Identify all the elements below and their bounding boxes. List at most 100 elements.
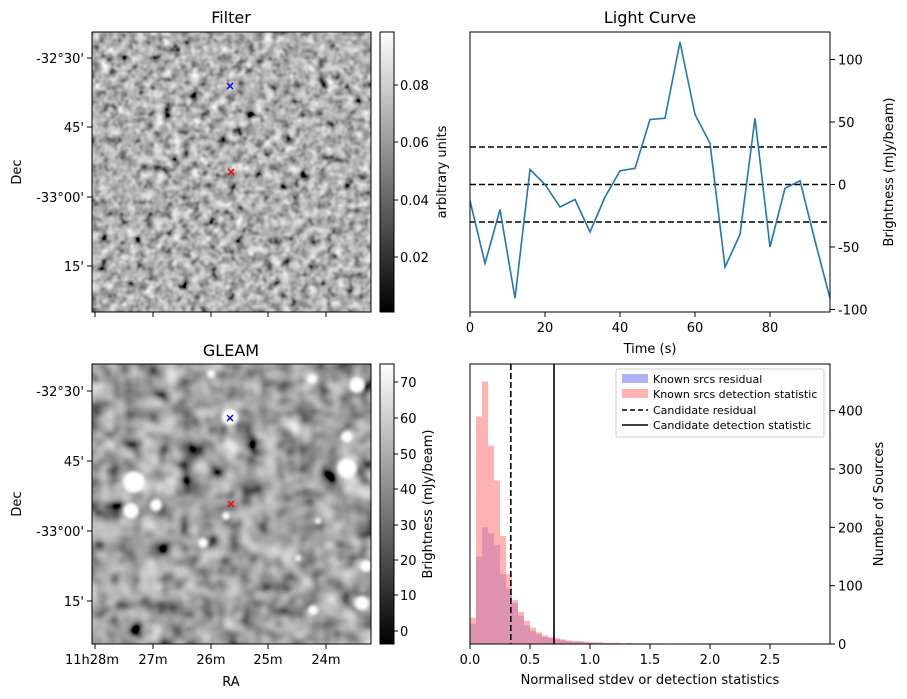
histogram-bar-known-detection: [614, 642, 620, 644]
lightcurve-hlines: [470, 146, 830, 223]
lightcurve-ytick-label: 0: [838, 179, 846, 194]
gleam-xtick: 24m: [311, 653, 340, 668]
histogram-bar-known-detection: [626, 642, 632, 644]
gleam-panel: GLEAM Dec -32°30' 45' -33°00' 15' 11h28m…: [10, 341, 436, 690]
lightcurve-xticks: 0 20 40 60 80: [466, 312, 778, 336]
gleam-colorbar: [379, 363, 395, 645]
histogram-bar-known-detection: [548, 637, 554, 644]
filter-ytick: 45': [64, 121, 84, 136]
filter-ytick: 15': [64, 260, 84, 275]
histogram-bar-known-detection: [524, 620, 530, 644]
lightcurve-yticks: -100 -50 0 50 100: [830, 54, 868, 319]
gleam-cbar-tick: 40: [400, 483, 417, 498]
histogram-panel: 0.0 0.5 1.0 1.5 2.0 2.5 0 100 200 300 400 Normali…: [460, 363, 887, 688]
histogram-ytick-label: 0: [838, 638, 846, 653]
filter-title: Filter: [211, 8, 251, 27]
histogram-bar-known-detection: [554, 638, 560, 644]
legend-swatch-known-detection: [622, 389, 648, 398]
legend-label-known-detection: Known srcs detection statistic: [653, 388, 817, 401]
histogram-bar-known-detection: [542, 635, 548, 644]
histogram-xtick-label: 1.5: [640, 653, 661, 668]
histogram-ytick-label: 100: [838, 580, 863, 595]
gleam-ytick: -33°00': [36, 525, 84, 540]
gleam-cbar-tick: 60: [400, 412, 417, 427]
histogram-bar-known-detection: [560, 639, 566, 644]
filter-cbar-tick: 0.08: [400, 79, 429, 94]
gleam-colorbar-label: Brightness (mJy/beam): [421, 430, 436, 579]
gleam-xtick: 25m: [253, 653, 282, 668]
lightcurve-ylabel: Brightness (mJy/beam): [882, 98, 897, 247]
gleam-xtick: 27m: [138, 653, 167, 668]
gleam-yticks: -32°30' 45' -33°00' 15': [36, 385, 92, 610]
filter-cbar-tick: 0.06: [400, 136, 429, 151]
filter-colorbar-label: arbitrary units: [435, 125, 450, 218]
gleam-ytick: 45': [64, 455, 84, 470]
histogram-bar-known-detection: [488, 445, 494, 644]
gleam-red-cross: [227, 500, 235, 508]
lightcurve-panel: Light Curve 0 20 40 60 80 -100 -50 0 50 100 Time…: [466, 8, 897, 357]
histogram-legend: Known srcs residual Known srcs detection…: [615, 368, 825, 438]
gleam-ylabel: Dec: [10, 491, 25, 516]
gleam-colorbar-ticks: 0 10 20 30 40 50 60 70: [394, 376, 417, 640]
histogram-bar-known-detection: [476, 416, 482, 644]
histogram-xlabel: Normalised stdev or detection statistics: [521, 673, 780, 688]
histogram-xtick-label: 0.0: [460, 653, 481, 668]
lightcurve-xtick-label: 60: [687, 321, 704, 336]
histogram-bar-known-detection: [518, 611, 524, 644]
lightcurve-frame: [469, 31, 831, 313]
lightcurve-ytick-label: 100: [838, 54, 863, 69]
gleam-cbar-tick: 30: [400, 519, 417, 534]
legend-label-candidate-residual: Candidate residual: [653, 404, 756, 417]
histogram-xtick-label: 2.0: [700, 653, 721, 668]
legend-label-candidate-detection: Candidate detection statistic: [653, 419, 811, 432]
lightcurve-ytick-label: -50: [838, 241, 859, 256]
gleam-cbar-tick: 70: [400, 376, 417, 391]
filter-cbar-tick: 0.02: [400, 251, 429, 266]
gleam-frame: [91, 363, 372, 645]
histogram-bar-known-detection: [470, 617, 476, 644]
filter-blue-cross: [226, 82, 234, 90]
histogram-bar-known-detection: [590, 642, 596, 644]
histogram-vlines: [509, 364, 555, 644]
filter-colorbar: [379, 31, 395, 313]
histogram-bar-known-detection: [530, 627, 536, 644]
histogram-ytick-label: 300: [838, 463, 863, 478]
filter-panel: Filter Dec -32°30' 45' -33°00' 15' 0.02 …: [10, 8, 450, 317]
gleam-cbar-tick: 0: [400, 625, 408, 640]
gleam-ytick: -32°30': [36, 385, 84, 400]
histogram-bar-known-detection: [602, 642, 608, 644]
histogram-ylabel: Number of Sources: [872, 442, 887, 567]
lightcurve-xlabel: Time (s): [623, 342, 677, 357]
histogram-bar-known-detection: [500, 536, 506, 644]
gleam-cbar-tick: 20: [400, 554, 417, 569]
filter-cbar-tick: 0.04: [400, 194, 429, 209]
filter-red-cross: [227, 168, 235, 176]
legend-label-known-residual: Known srcs residual: [653, 373, 762, 386]
histogram-bar-known-detection: [572, 641, 578, 644]
histogram-bar-known-detection: [584, 641, 590, 644]
filter-colorbar-ticks: 0.02 0.04 0.06 0.08: [394, 79, 429, 266]
histogram-bar-known-detection: [482, 381, 488, 644]
lightcurve-ytick-label: -100: [838, 304, 868, 319]
gleam-xtick: 11h28m: [65, 653, 119, 668]
gleam-xlabel: RA: [222, 675, 240, 690]
gleam-sources: [123, 370, 372, 615]
filter-xticks: [94, 312, 327, 317]
filter-ytick: -32°30': [36, 52, 84, 67]
filter-frame: [91, 31, 372, 313]
lightcurve-xtick-label: 80: [762, 321, 779, 336]
filter-yticks: -32°30' 45' -33°00' 15': [36, 52, 92, 275]
histogram-ytick-label: 400: [838, 405, 863, 420]
histogram-bar-known-detection: [494, 480, 500, 644]
filter-ytick: -33°00': [36, 191, 84, 206]
lightcurve-xtick-label: 0: [466, 321, 474, 336]
gleam-ytick: 15': [64, 595, 84, 610]
gleam-cbar-tick: 10: [400, 589, 417, 604]
histogram-bar-known-detection: [536, 632, 542, 644]
filter-ylabel: Dec: [10, 159, 25, 184]
histogram-bar-known-detection: [512, 600, 518, 644]
histogram-xtick-label: 0.5: [520, 653, 541, 668]
gleam-cbar-tick: 50: [400, 448, 417, 463]
gleam-xticks: 11h28m 27m 26m 25m 24m: [65, 644, 341, 668]
